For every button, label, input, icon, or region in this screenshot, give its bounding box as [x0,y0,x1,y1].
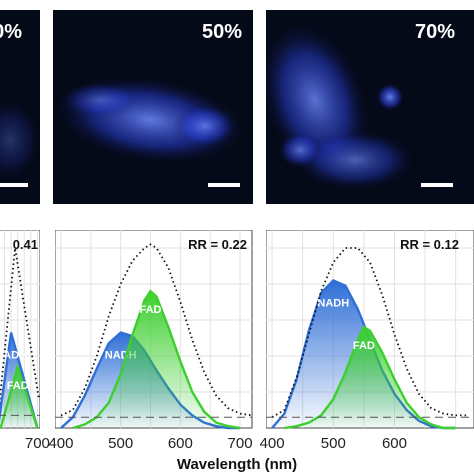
spectrum-chart-2: NADH FAD [266,230,474,430]
micrograph-label-1: 50% [202,21,242,43]
scale-bar [208,183,240,187]
x-tick-label: 700 [25,435,50,452]
series-label-nadh: NADH [317,297,349,309]
series-total-line [0,247,40,407]
micrograph-1: 50% [53,10,253,204]
scale-bar [0,183,28,187]
series-label-fad: FAD [140,304,162,316]
micrograph-label-0: 0% [0,21,22,43]
x-axis-label: Wavelength (nm) [177,456,297,473]
rr-annotation-2: RR = 0.12 [400,237,459,252]
rr-annotation-1: RR = 0.22 [188,237,247,252]
rr-annotation-0: 0.41 [13,237,38,252]
series-total-line [271,247,468,418]
micrograph-0: 0% [0,10,40,204]
x-tick-label: 600 [382,435,407,452]
x-tick-label: 500 [321,435,346,452]
x-tick-label: 400 [48,435,73,452]
x-tick-label: 400 [260,435,285,452]
series-fad-line [72,289,241,430]
spectrum-chart-0: NADH FAD [0,230,40,429]
micrograph-2: 70% [266,10,474,204]
series-fad-line [0,362,39,429]
series-label-nadh: NADH [0,350,27,362]
x-tick-label: 600 [168,435,193,452]
series-fad-area [284,327,456,428]
micrograph-label-2: 70% [415,21,455,43]
series-label-fad: FAD [7,380,29,392]
series-fad-line [284,325,456,430]
series-fad-area [0,366,38,428]
x-tick-label: 700 [228,435,253,452]
x-tick-label: 500 [108,435,133,452]
series-label-fad: FAD [353,340,375,352]
scale-bar [421,183,453,187]
series-nadh-line [0,332,39,429]
series-fad-area [72,291,241,428]
